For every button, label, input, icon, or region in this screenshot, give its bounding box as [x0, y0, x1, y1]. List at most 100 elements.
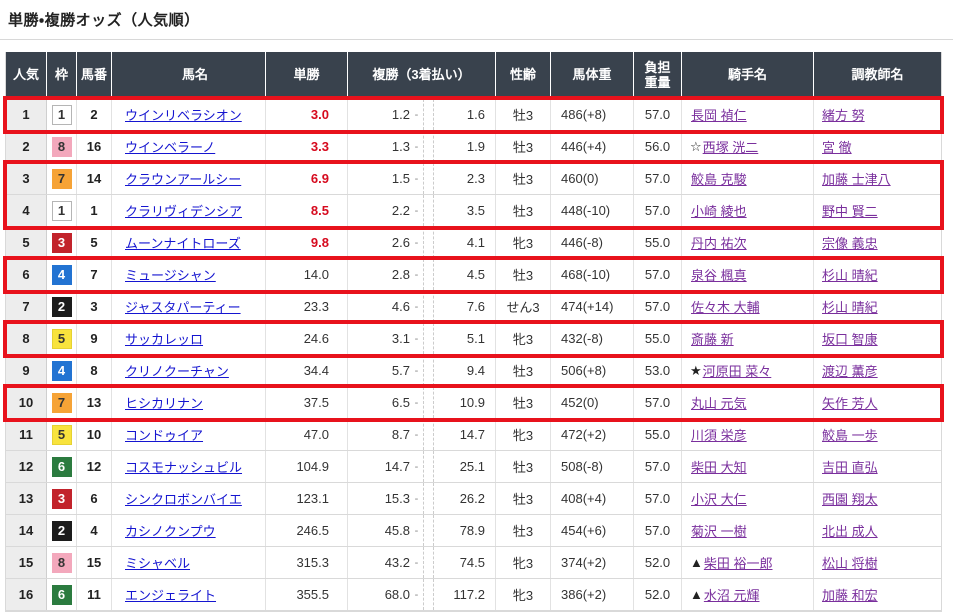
jockey-cell: ★ 河原田 菜々	[682, 355, 814, 386]
horse-name-link[interactable]: クラリヴィデンシア	[125, 204, 243, 219]
horse-name-link[interactable]: カシノクンプウ	[125, 524, 216, 539]
load-weight-cell: 56.0	[634, 131, 682, 162]
jockey-name-link[interactable]: 長岡 禎仁	[691, 108, 747, 123]
horse-name-link[interactable]: コンドゥイア	[125, 428, 204, 443]
highlight-group: 1 1 2 ウインリベラシオン 3.0 1.2 - 1.6 牡3 486(+8)…	[3, 96, 944, 134]
bracket-cell: 3	[47, 483, 77, 514]
horse-name-link[interactable]: ミュージシャン	[125, 268, 216, 283]
jockey-name-link[interactable]: 河原田 菜々	[702, 364, 772, 379]
jockey-name-link[interactable]: 丸山 元気	[691, 396, 747, 411]
row-group: 7 2 3 ジャスタパーティー 23.3 4.6 - 7.6 せん3 474(+…	[6, 291, 941, 323]
place-odds-high: 4.1	[466, 235, 485, 250]
trainer-name-link[interactable]: 加藤 士津八	[822, 172, 891, 187]
horse-name-link[interactable]: ヒシカリナン	[125, 396, 204, 411]
sex-age-cell: 牡3	[496, 387, 551, 418]
trainer-name-link[interactable]: 緒方 努	[822, 108, 865, 123]
place-odds-dash: -	[414, 396, 419, 409]
trainer-name-link[interactable]: 北出 成人	[822, 524, 878, 539]
trainer-name-link[interactable]: 松山 将樹	[822, 556, 878, 571]
jockey-name-link[interactable]: 柴田 大知	[691, 460, 747, 475]
horse-name-link[interactable]: サッカレッロ	[125, 332, 204, 347]
load-weight-cell: 55.0	[634, 323, 682, 354]
jockey-cell: ▲ 水沼 元輝	[682, 579, 814, 610]
win-odds-cell: 123.1	[266, 483, 348, 514]
place-odds-divider	[423, 387, 434, 418]
win-odds-value: 104.9	[296, 459, 329, 474]
jockey-name-link[interactable]: 丹内 祐次	[691, 236, 747, 251]
rank-cell: 15	[6, 547, 47, 578]
horse-name-link[interactable]: クリノクーチャン	[125, 364, 229, 379]
load-weight-cell: 57.0	[634, 259, 682, 290]
trainer-name-link[interactable]: 西園 翔太	[822, 492, 878, 507]
trainer-name-link[interactable]: 吉田 直弘	[822, 460, 878, 475]
table-row: 1 1 2 ウインリベラシオン 3.0 1.2 - 1.6 牡3 486(+8)…	[6, 99, 941, 131]
highlight-group: 3 7 14 クラウンアールシー 6.9 1.5 - 2.3 牡3 460(0)…	[3, 160, 944, 230]
place-odds-high: 4.5	[466, 267, 485, 282]
place-odds-dash: -	[414, 428, 419, 441]
horse-name-link[interactable]: クラウンアールシー	[125, 172, 242, 187]
jockey-name-link[interactable]: 小沢 大仁	[691, 492, 747, 507]
jockey-name-link[interactable]: 小崎 綾也	[691, 204, 747, 219]
trainer-cell: 野中 賢二	[814, 195, 941, 226]
win-odds-value: 355.5	[296, 587, 329, 602]
jockey-name-link[interactable]: 川須 栄彦	[691, 428, 747, 443]
bracket-cell: 8	[47, 131, 77, 162]
table-header-row: 人気 枠 馬番 馬名 単勝 複勝（3着払い） 性齢 馬体重 負担 重量 騎手名 調…	[6, 52, 941, 99]
place-odds-divider	[423, 515, 434, 546]
horse-name-link[interactable]: ジャスタパーティー	[125, 300, 241, 315]
trainer-name-link[interactable]: 宗像 義忠	[822, 236, 878, 251]
trainer-name-link[interactable]: 矢作 芳人	[822, 396, 878, 411]
weight-cell: 460(0)	[551, 163, 634, 194]
trainer-name-link[interactable]: 宮 徹	[822, 140, 852, 155]
jockey-name-link[interactable]: 佐々木 大輔	[691, 300, 760, 315]
place-odds-high: 74.5	[459, 555, 485, 570]
trainer-name-link[interactable]: 杉山 晴紀	[822, 300, 878, 315]
sex-age-cell: 牡3	[496, 259, 551, 290]
place-odds-dash: -	[414, 332, 419, 345]
horse-name-cell: ジャスタパーティー	[112, 291, 266, 322]
horse-name-link[interactable]: シンクロボンバイエ	[125, 492, 242, 507]
place-odds-high: 2.3	[466, 171, 485, 186]
horse-name-link[interactable]: ウインベラーノ	[125, 140, 216, 155]
trainer-name-link[interactable]: 鮫島 一歩	[822, 428, 878, 443]
horse-name-link[interactable]: コスモナッシュビル	[125, 460, 243, 475]
header-load-weight: 負担 重量	[634, 52, 682, 99]
jockey-name-link[interactable]: 鮫島 克駿	[691, 172, 747, 187]
trainer-name-link[interactable]: 杉山 晴紀	[822, 268, 878, 283]
jockey-name-link[interactable]: 柴田 裕一郎	[703, 556, 773, 571]
trainer-name-link[interactable]: 渡辺 薫彦	[822, 364, 878, 379]
place-odds-dash: -	[414, 460, 419, 473]
weight-cell: 446(-8)	[551, 227, 634, 258]
bracket-number-badge: 8	[51, 552, 72, 573]
place-odds-cell: 4.6 - 7.6	[348, 291, 496, 322]
load-weight-cell: 55.0	[634, 227, 682, 258]
horse-name-link[interactable]: ミシャベル	[125, 556, 191, 571]
horse-name-cell: カシノクンプウ	[112, 515, 266, 546]
jockey-name-link[interactable]: 菊沢 一樹	[691, 524, 747, 539]
win-odds-cell: 355.5	[266, 579, 348, 610]
horse-name-cell: コスモナッシュビル	[112, 451, 266, 482]
place-odds-cell: 8.7 - 14.7	[348, 419, 496, 450]
bracket-cell: 4	[47, 259, 77, 290]
trainer-name-link[interactable]: 加藤 和宏	[822, 588, 878, 603]
jockey-name-link[interactable]: 水沼 元輝	[703, 588, 760, 603]
jockey-name-link[interactable]: 西塚 洸二	[702, 140, 759, 155]
place-odds-dash: -	[414, 492, 419, 505]
bracket-cell: 1	[47, 195, 77, 226]
horse-name-link[interactable]: エンジェライト	[125, 588, 217, 603]
horse-number-cell: 8	[77, 355, 112, 386]
jockey-name-link[interactable]: 斎藤 新	[691, 332, 734, 347]
trainer-name-link[interactable]: 野中 賢二	[822, 204, 878, 219]
jockey-cell: 斎藤 新	[682, 323, 814, 354]
sex-age-cell: 牝3	[496, 547, 551, 578]
win-odds-cell: 8.5	[266, 195, 348, 226]
place-odds-cell: 45.8 - 78.9	[348, 515, 496, 546]
horse-name-link[interactable]: ウインリベラシオン	[125, 108, 242, 123]
trainer-name-link[interactable]: 坂口 智康	[822, 332, 878, 347]
horse-name-link[interactable]: ムーンナイトローズ	[125, 236, 241, 251]
jockey-name-link[interactable]: 泉谷 楓真	[691, 268, 747, 283]
table-row: 10 7 13 ヒシカリナン 37.5 6.5 - 10.9 牡3 452(0)…	[6, 387, 941, 419]
table-row: 8 5 9 サッカレッロ 24.6 3.1 - 5.1 牝3 432(-8) 5…	[6, 323, 941, 355]
trainer-cell: 加藤 士津八	[814, 163, 941, 194]
win-odds-value: 246.5	[296, 523, 329, 538]
